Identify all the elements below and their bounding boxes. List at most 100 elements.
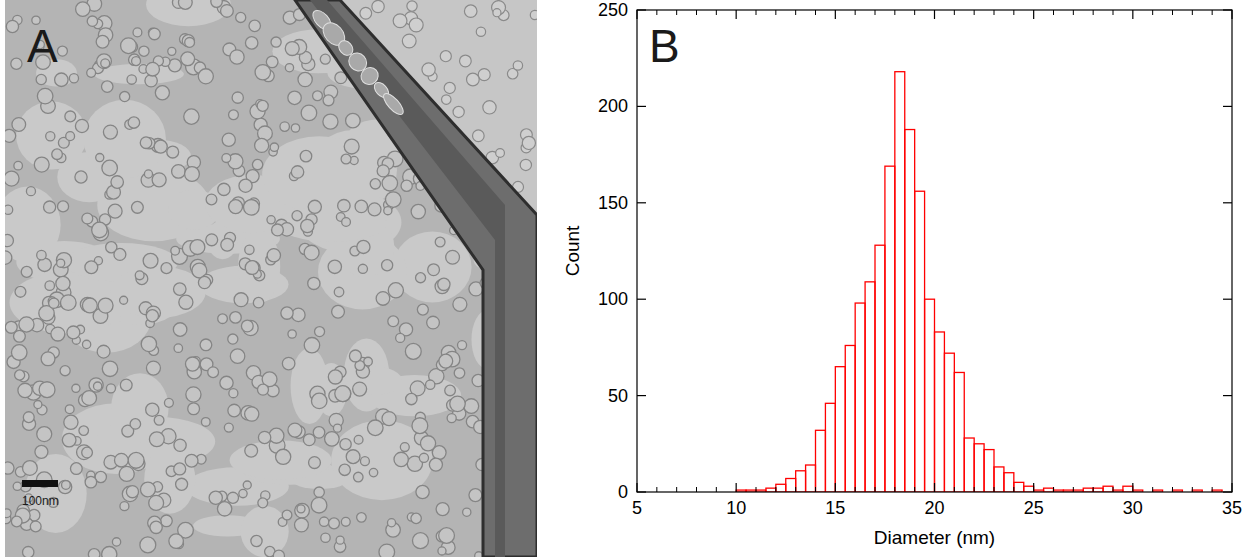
- bar: [1123, 486, 1133, 492]
- particle: [229, 200, 243, 214]
- particle: [228, 334, 238, 344]
- x-minor-tick-top: [875, 10, 876, 15]
- particle: [141, 336, 156, 351]
- particle: [368, 203, 381, 216]
- x-tick-label: 25: [1024, 498, 1044, 518]
- particle: [453, 106, 464, 117]
- bar: [816, 430, 826, 492]
- particle: [5, 205, 13, 214]
- particle: [520, 159, 531, 170]
- particle: [11, 58, 22, 69]
- particle: [244, 200, 260, 216]
- particle: [198, 69, 213, 84]
- particle: [422, 63, 435, 76]
- particle: [438, 547, 446, 555]
- particle: [291, 166, 303, 178]
- particle: [209, 491, 222, 504]
- particle: [218, 183, 230, 195]
- particle: [439, 354, 453, 368]
- particle: [473, 130, 485, 142]
- particle: [67, 326, 80, 339]
- particle: [135, 271, 144, 280]
- particle: [37, 250, 46, 259]
- particle: [230, 50, 244, 64]
- x-minor-tick: [1093, 487, 1094, 492]
- bar: [1004, 473, 1014, 492]
- x-minor-tick-top: [1152, 10, 1153, 15]
- plot-frame: [637, 10, 1232, 492]
- particle: [388, 283, 403, 298]
- particle: [19, 317, 34, 332]
- particle: [447, 414, 456, 423]
- bar: [835, 367, 845, 492]
- particle: [245, 407, 259, 421]
- particle: [62, 433, 76, 447]
- particle: [161, 263, 172, 274]
- bar: [796, 471, 806, 492]
- image-ground: [5, 0, 537, 557]
- particle: [174, 344, 183, 353]
- particle: [357, 240, 370, 253]
- y-tick-right: [1223, 9, 1232, 10]
- y-tick: [637, 106, 646, 107]
- x-minor-tick-top: [696, 10, 697, 15]
- figure: A100nm5101520253035050100150200250Diamet…: [0, 0, 1260, 557]
- bar: [1222, 491, 1232, 492]
- particle: [82, 447, 93, 458]
- x-minor-tick-top: [994, 10, 995, 15]
- particle: [181, 52, 195, 66]
- particle: [251, 535, 262, 546]
- particle: [463, 508, 471, 516]
- particle: [229, 110, 239, 120]
- particle: [323, 114, 338, 129]
- particle: [346, 450, 360, 464]
- x-minor-tick: [855, 487, 856, 492]
- particle: [257, 384, 268, 395]
- bar: [845, 345, 855, 492]
- bar: [1014, 482, 1024, 492]
- particle: [446, 250, 460, 264]
- particle: [106, 384, 115, 393]
- y-tick-label: 250: [598, 0, 628, 20]
- particle: [15, 286, 26, 297]
- particle: [416, 485, 429, 498]
- y-tick: [637, 395, 646, 396]
- particle: [185, 167, 200, 182]
- particle: [483, 101, 496, 114]
- particle: [96, 35, 109, 48]
- particle: [315, 327, 325, 337]
- particle: [396, 333, 405, 342]
- particle: [406, 393, 417, 404]
- particle: [72, 384, 80, 392]
- x-tick-top: [934, 10, 935, 19]
- particle: [174, 283, 187, 296]
- light-patch: [146, 0, 231, 26]
- particle: [464, 5, 477, 18]
- particle: [245, 37, 257, 49]
- particle: [185, 357, 199, 371]
- y-tick-right: [1223, 106, 1232, 107]
- particle: [420, 436, 435, 451]
- x-minor-tick: [815, 487, 816, 492]
- x-minor-tick: [1172, 487, 1173, 492]
- x-tick: [1231, 483, 1232, 492]
- particle: [185, 454, 198, 467]
- particle: [111, 176, 124, 189]
- particle: [44, 201, 56, 213]
- panel-label: B: [649, 20, 680, 72]
- particle: [13, 482, 21, 490]
- bar: [964, 438, 974, 492]
- axes: 5101520253035050100150200250: [598, 0, 1242, 518]
- bar: [974, 444, 984, 492]
- particle: [367, 420, 383, 436]
- particle: [288, 423, 302, 437]
- particle: [174, 439, 186, 451]
- canvas: A100nm5101520253035050100150200250Diamet…: [0, 0, 1260, 557]
- particle: [23, 546, 34, 557]
- particle: [75, 119, 88, 132]
- particle: [301, 105, 317, 121]
- particle: [119, 466, 134, 481]
- particle: [281, 307, 293, 319]
- particle: [401, 180, 412, 191]
- particle: [178, 0, 192, 9]
